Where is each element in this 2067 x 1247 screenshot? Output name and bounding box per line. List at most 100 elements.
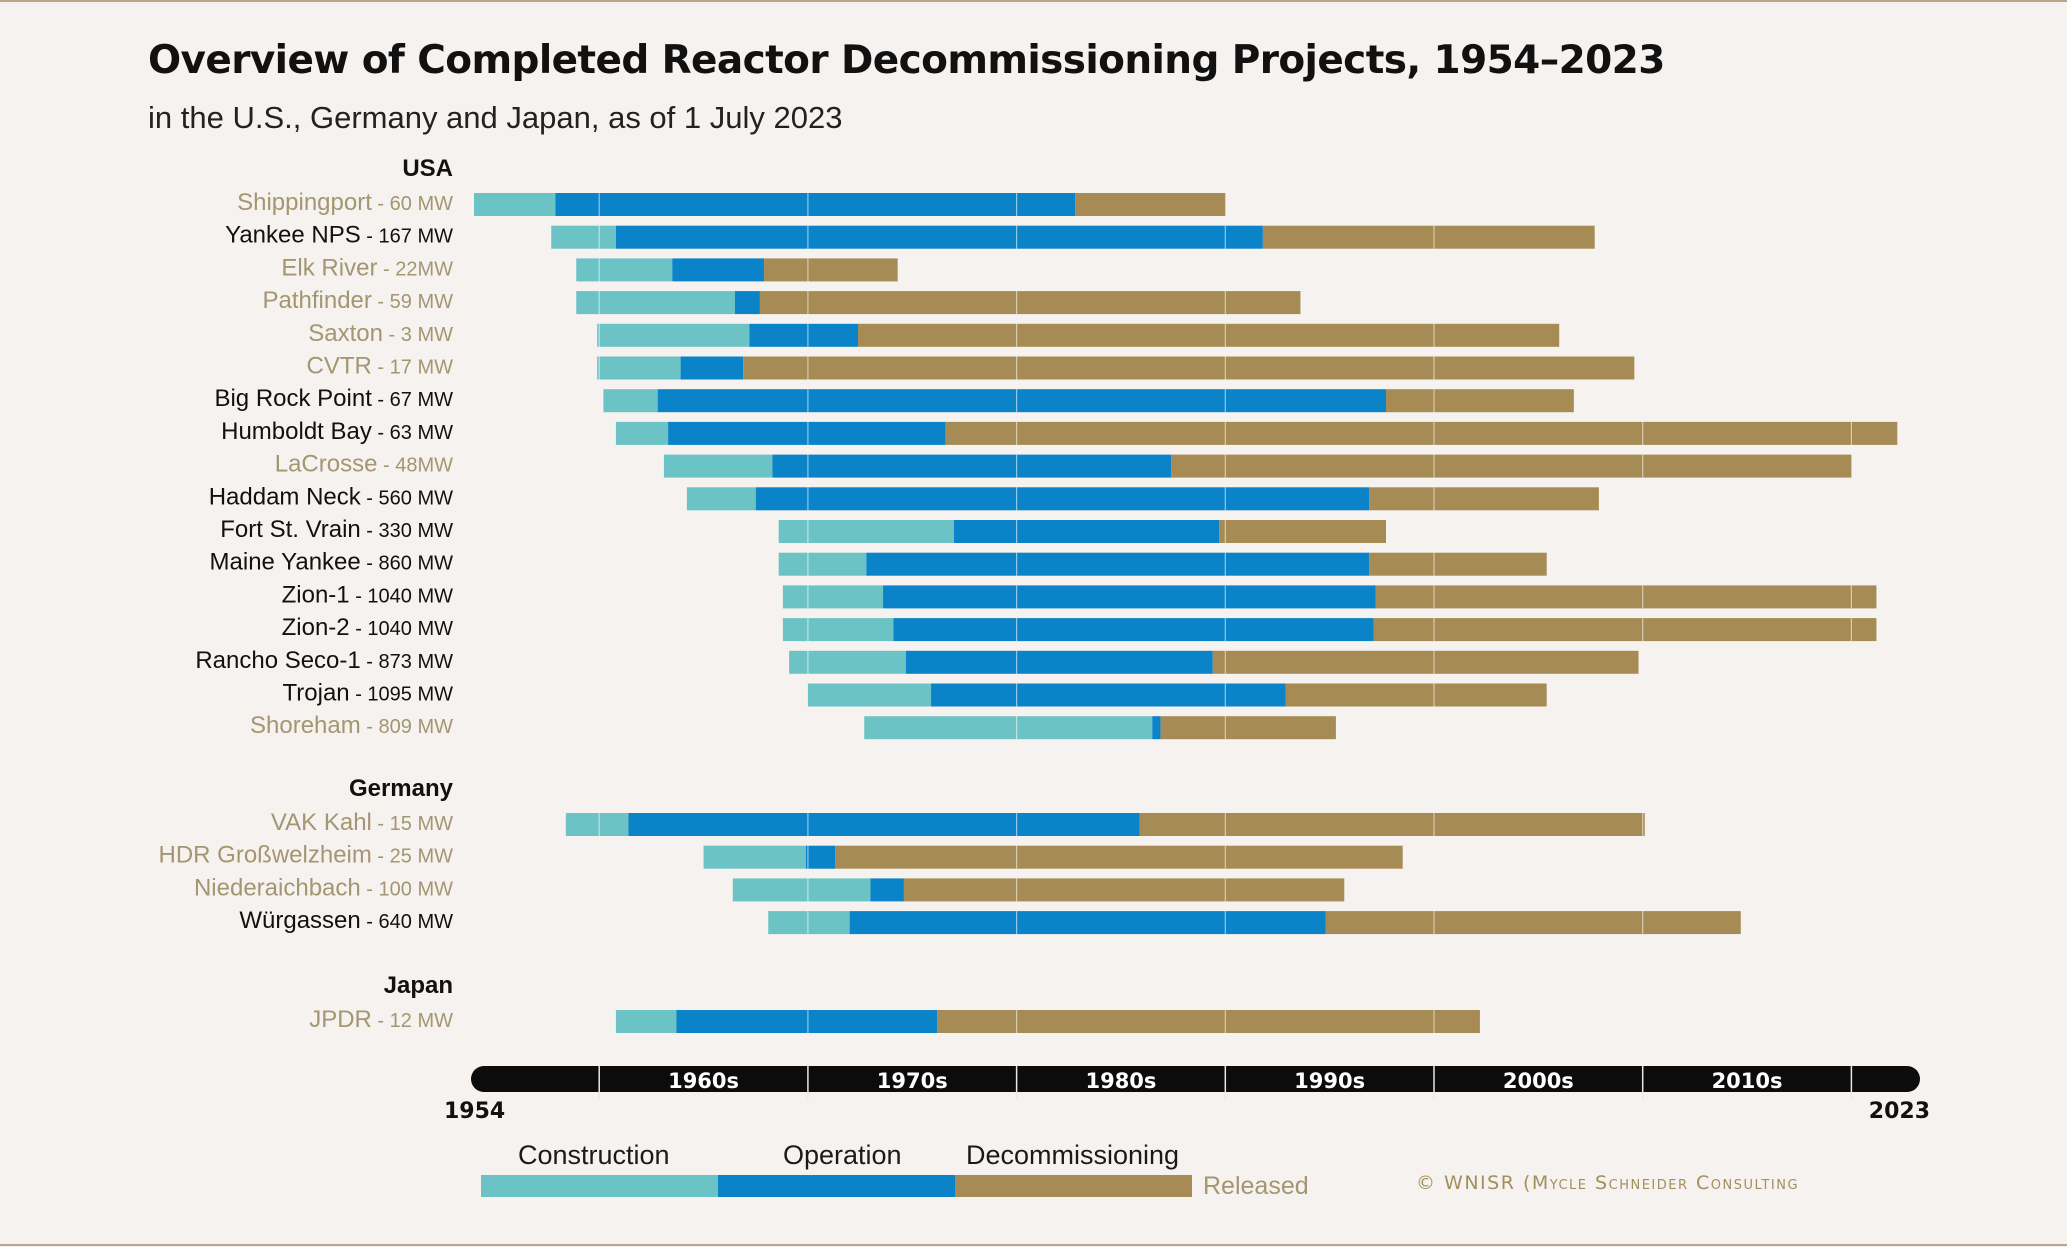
decade-label: 1990s	[1294, 1069, 1365, 1093]
reactor-capacity: - 67 MW	[372, 389, 453, 411]
construction-segment	[565, 813, 629, 836]
operation-segment	[772, 454, 1172, 478]
operation-segment	[628, 813, 1140, 836]
operation-segment	[893, 618, 1374, 642]
reactor-capacity: - 640 MW	[361, 911, 453, 933]
decommissioning-segment	[1373, 618, 1877, 642]
chart-subtitle: in the U.S., Germany and Japan, as of 1 …	[148, 100, 843, 135]
reactor-label: Fort St. Vrain - 330 MW	[220, 516, 453, 543]
decommissioning-segment	[937, 1010, 1480, 1033]
operation-segment	[755, 487, 1370, 511]
reactor-name: Yankee NPS	[225, 222, 361, 249]
reactor-capacity: - 860 MW	[361, 553, 453, 575]
axis-end-label: 2023	[1869, 1099, 1930, 1124]
group-header: Japan	[384, 972, 453, 999]
operation-segment	[749, 323, 858, 347]
decommissioning-segment	[835, 845, 1403, 869]
construction-segment	[789, 650, 906, 674]
legend-construction-label: Construction	[518, 1140, 670, 1170]
decommissioning-segment	[1075, 193, 1226, 216]
construction-segment	[663, 454, 773, 478]
labels-layer: USA Shippingport - 60 MW Yankee NPS - 167 …	[159, 155, 454, 1033]
construction-segment	[864, 716, 1153, 740]
decade-label: 1980s	[1085, 1069, 1156, 1093]
reactor-capacity: - 63 MW	[372, 422, 453, 444]
construction-segment	[782, 585, 884, 609]
construction-segment	[551, 225, 616, 249]
decommissioning-segment	[1369, 487, 1599, 511]
reactor-name: Trojan	[283, 680, 350, 707]
decommissioning-segment	[858, 323, 1560, 347]
reactor-name: Maine Yankee	[210, 549, 361, 576]
decade-label: 2000s	[1503, 1069, 1574, 1093]
reactor-capacity: - 1040 MW	[350, 585, 453, 607]
decade-label: 1960s	[668, 1069, 739, 1093]
reactor-label: Saxton - 3 MW	[308, 320, 453, 347]
decade-label: 2010s	[1712, 1069, 1783, 1093]
operation-segment	[734, 291, 760, 315]
construction-segment	[615, 421, 669, 445]
reactor-name: Rancho Seco-1	[195, 647, 360, 674]
decommissioning-segment	[903, 878, 1345, 902]
reactor-name: Saxton	[308, 320, 383, 347]
reactor-label: Rancho Seco-1 - 873 MW	[195, 647, 453, 674]
construction-segment	[686, 487, 756, 511]
reactor-label: Niederaichbach - 100 MW	[194, 874, 453, 901]
chart-title: Overview of Completed Reactor Decommissi…	[148, 38, 1665, 83]
legend-construction-swatch	[481, 1175, 718, 1197]
reactor-label: Big Rock Point - 67 MW	[214, 385, 453, 412]
construction-segment	[778, 520, 954, 543]
reactor-capacity: - 809 MW	[361, 716, 453, 738]
operation-segment	[676, 1010, 938, 1033]
reactor-capacity: - 25 MW	[372, 846, 453, 868]
decommissioning-segment	[1219, 520, 1386, 543]
reactor-name: LaCrosse	[275, 451, 378, 478]
legend-operation-swatch	[718, 1175, 955, 1197]
reactor-capacity: - 60 MW	[372, 193, 453, 215]
reactor-name: Humboldt Bay	[221, 418, 372, 445]
reactor-name: CVTR	[307, 353, 372, 380]
reactor-name: JPDR	[309, 1006, 372, 1033]
reactor-name: Big Rock Point	[214, 385, 372, 412]
construction-segment	[576, 258, 673, 282]
axis-band	[471, 1066, 1920, 1092]
construction-segment	[615, 1010, 677, 1033]
reactor-capacity: - 15 MW	[372, 813, 453, 835]
reactor-name: Niederaichbach	[194, 874, 361, 901]
reactor-name: HDR Großwelzheim	[159, 842, 372, 869]
reactor-name: Zion-1	[282, 581, 350, 608]
reactor-name: Würgassen	[239, 907, 360, 934]
operation-segment	[657, 389, 1386, 413]
reactor-label: Zion-1 - 1040 MW	[282, 581, 454, 608]
decommissioning-segment	[764, 258, 898, 282]
decommissioning-segment	[1160, 716, 1336, 740]
reactor-capacity: - 1095 MW	[350, 684, 453, 706]
construction-segment	[732, 878, 871, 902]
reactor-label: Haddam Neck - 560 MW	[209, 483, 453, 510]
operation-segment	[849, 911, 1326, 935]
construction-segment	[768, 911, 850, 935]
reactor-label: Trojan - 1095 MW	[283, 680, 454, 707]
reactor-name: Fort St. Vrain	[220, 516, 360, 543]
reactor-label: Yankee NPS - 167 MW	[225, 222, 453, 249]
decommissioning-segment	[1375, 585, 1877, 609]
decommissioning-segment	[945, 421, 1898, 445]
reactor-label: Würgassen - 640 MW	[239, 907, 453, 934]
reactor-label: Shippingport - 60 MW	[237, 189, 453, 216]
construction-segment	[778, 552, 867, 576]
reactor-name: Zion-2	[282, 614, 350, 641]
operation-segment	[672, 258, 765, 282]
operation-segment	[883, 585, 1376, 609]
reactor-capacity: - 17 MW	[372, 357, 453, 379]
construction-segment	[576, 291, 735, 315]
decommissioning-segment	[1139, 813, 1645, 836]
reactor-capacity: - 12 MW	[372, 1010, 453, 1032]
operation-segment	[555, 193, 1076, 216]
reactor-label: Humboldt Bay - 63 MW	[221, 418, 453, 445]
decommissioning-segment	[1285, 683, 1547, 707]
reactor-capacity: - 22MW	[377, 258, 453, 280]
time-axis: 1960s 1970s 1980s 1990s 2000s 2010s 1954 2023	[444, 1066, 1930, 1124]
decommissioning-segment	[1212, 650, 1639, 674]
reactor-capacity: - 3 MW	[383, 324, 453, 346]
